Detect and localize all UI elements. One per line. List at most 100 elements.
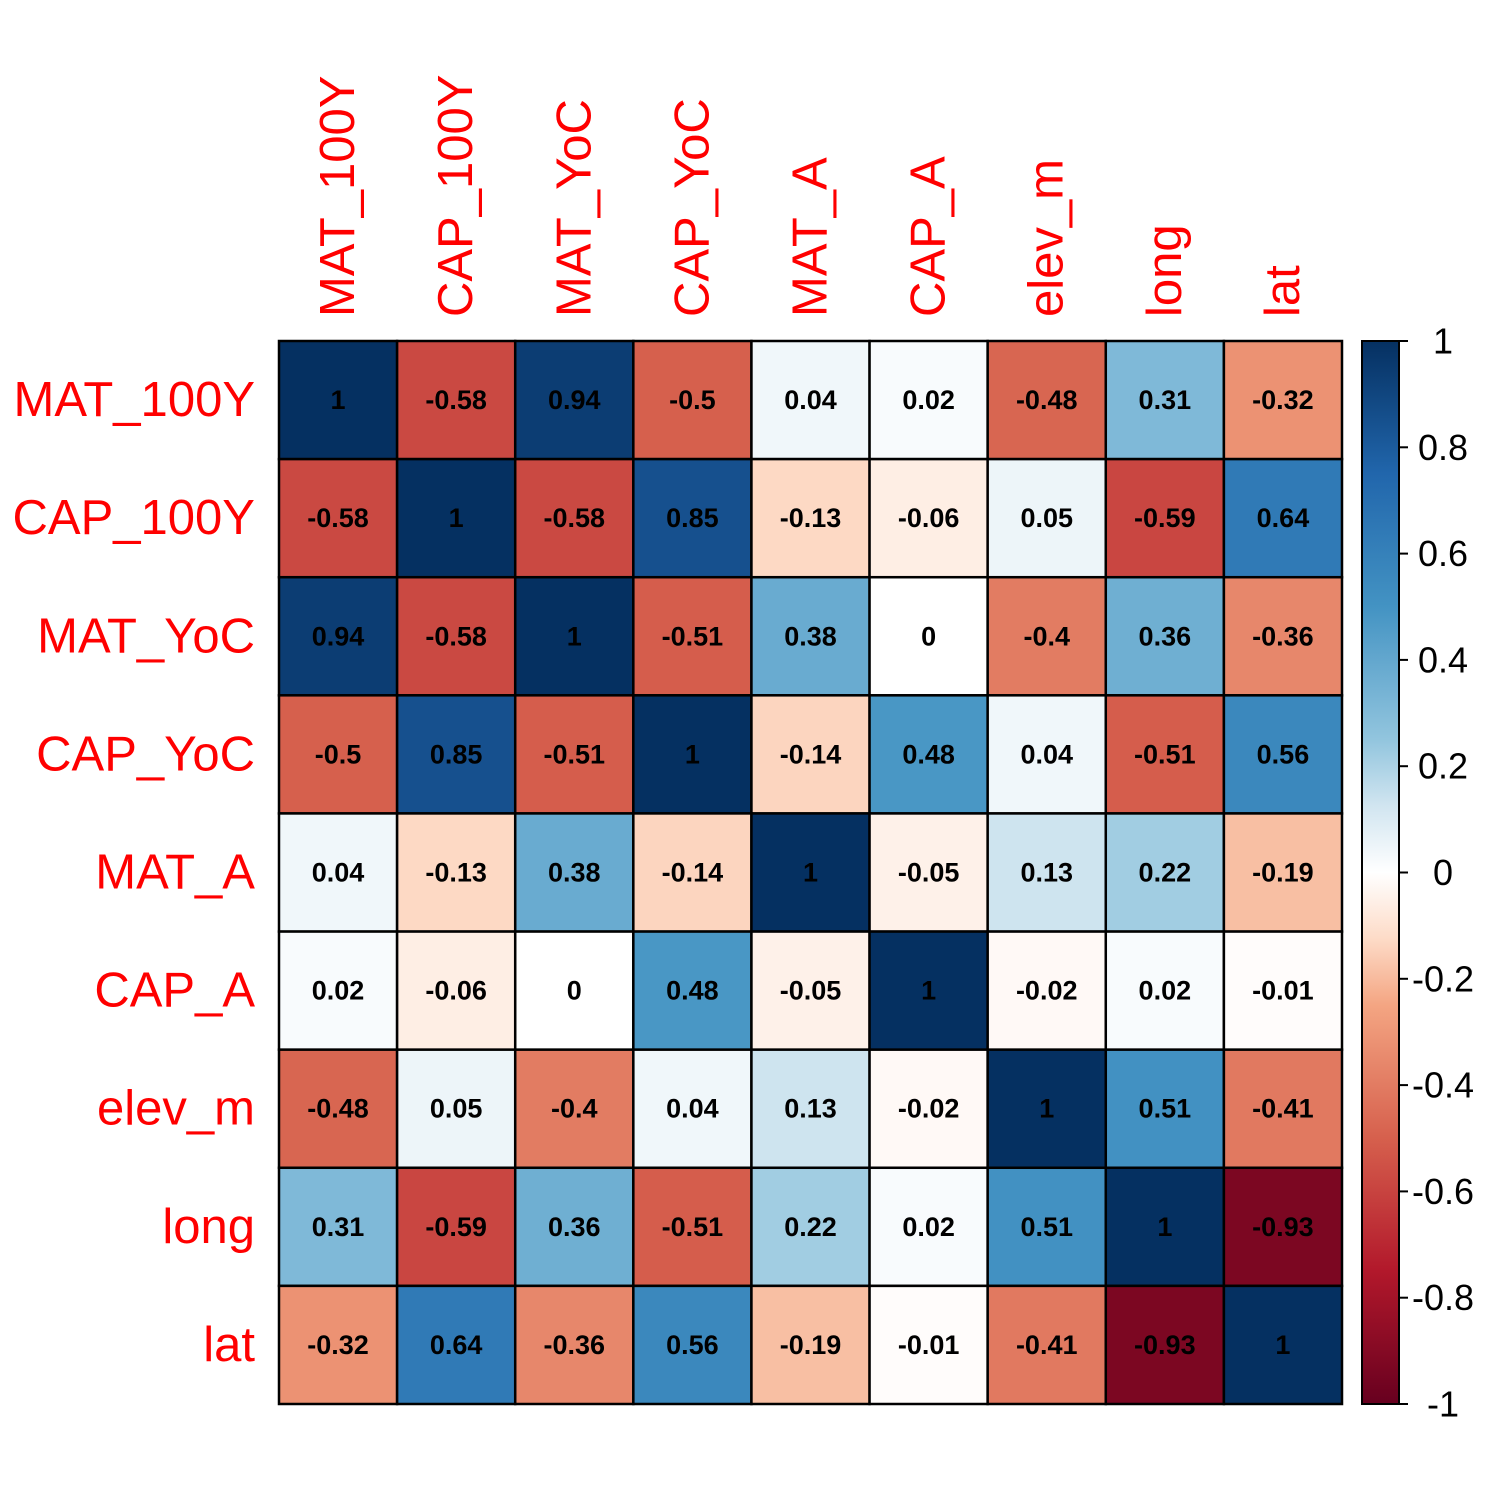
heatmap-cell-lat-CAP_YoC [632, 1284, 753, 1406]
cell-value-label: -0.5 [669, 385, 716, 415]
column-label-long: long [1138, 224, 1192, 317]
heatmap-cell-lat-CAP_A [868, 1284, 989, 1406]
cell-value-label: 0.36 [1139, 621, 1192, 651]
heatmap-cell-CAP_100Y-MAT_YoC [513, 457, 635, 579]
heatmap-cells: 1 -0.58 0.94 -0.5 0.04 0.02 -0.48 0.31 -0.32 -0.5… [277, 339, 1344, 1406]
legend-tick-label: -0.6 [1412, 1171, 1474, 1212]
heatmap-cell-MAT_A-MAT_100Y [277, 812, 399, 933]
legend-tick-label: 0.4 [1418, 639, 1468, 680]
cell-value-label: 0.38 [784, 621, 837, 651]
cell-value-label: 0.64 [430, 1330, 483, 1360]
cell-value-label: 1 [685, 739, 700, 769]
cell-value-label: -0.4 [551, 1094, 598, 1124]
cell-value-label: 0.64 [1257, 503, 1310, 533]
cell-value-label: 0.85 [666, 503, 719, 533]
cell-value-label: 0 [567, 976, 582, 1006]
column-label-elev_m: elev_m [1020, 159, 1074, 317]
cell-value-label: 0.02 [312, 976, 365, 1006]
cell-value-label: 1 [803, 858, 818, 888]
cell-value-label: -0.59 [1134, 503, 1196, 533]
cell-value-label: -0.51 [662, 621, 724, 651]
cell-value-label: -0.93 [1252, 1212, 1314, 1242]
column-label-MAT_YoC: MAT_YoC [547, 99, 601, 317]
heatmap-cell-CAP_A-long [1104, 930, 1226, 1051]
cell-value-label: 0.05 [430, 1094, 483, 1124]
cell-value-label: 0.36 [548, 1212, 601, 1242]
heatmap-cell-CAP_A-MAT_YoC [513, 930, 635, 1051]
heatmap-cell-elev_m-MAT_100Y [277, 1048, 399, 1170]
legend-tick-label: 0.6 [1418, 533, 1468, 574]
heatmap-cell-CAP_A-CAP_A [868, 930, 989, 1051]
cell-value-label: 1 [449, 503, 464, 533]
row-label-MAT_YoC: MAT_YoC [37, 609, 255, 663]
cell-value-label: 0.04 [666, 1094, 719, 1124]
heatmap-cell-MAT_100Y-MAT_YoC [513, 339, 635, 461]
heatmap-cell-MAT_A-lat [1222, 812, 1344, 933]
cell-value-label: 0.38 [548, 858, 601, 888]
cell-value-label: 0.02 [1139, 976, 1192, 1006]
legend-tick-label: 0.2 [1418, 746, 1468, 787]
cell-value-label: 1 [1275, 1330, 1290, 1360]
cell-value-label: 0.48 [666, 976, 719, 1006]
cell-value-label: -0.58 [425, 621, 487, 651]
heatmap-cell-MAT_A-elev_m [986, 812, 1108, 933]
column-label-MAT_100Y: MAT_100Y [311, 76, 365, 317]
cell-value-label: -0.05 [898, 858, 960, 888]
heatmap-cell-CAP_100Y-long [1104, 457, 1226, 579]
heatmap-cell-lat-MAT_YoC [513, 1284, 635, 1406]
cell-value-label: -0.48 [1016, 385, 1078, 415]
cell-value-label: -0.36 [1252, 621, 1314, 651]
cell-value-label: 0.31 [312, 1212, 365, 1242]
heatmap-cell-CAP_100Y-lat [1222, 457, 1344, 579]
heatmap-cell-lat-MAT_100Y [277, 1284, 399, 1406]
heatmap-cell-CAP_A-MAT_A [750, 930, 871, 1051]
cell-value-label: -0.01 [1252, 976, 1314, 1006]
heatmap-cell-CAP_YoC-MAT_100Y [277, 694, 399, 815]
cell-value-label: 0 [921, 621, 936, 651]
heatmap-axis-labels: MAT_100Y MAT_100Y CAP_100Y CAP_100Y MAT_YoC M… [13, 75, 1310, 1372]
heatmap-cell-lat-lat [1222, 1284, 1344, 1406]
cell-value-label: -0.32 [1252, 385, 1314, 415]
cell-value-label: -0.19 [1252, 858, 1314, 888]
heatmap-cell-MAT_100Y-MAT_100Y [277, 339, 399, 461]
column-label-lat: lat [1256, 265, 1310, 317]
cell-value-label: -0.14 [780, 739, 842, 769]
heatmap-cell-MAT_YoC-MAT_100Y [277, 575, 399, 697]
cell-value-label: -0.93 [1134, 1330, 1196, 1360]
heatmap-cell-MAT_YoC-CAP_YoC [632, 575, 753, 697]
cell-value-label: 0.48 [902, 739, 955, 769]
legend-color-bar [1361, 340, 1400, 1405]
heatmap-cell-lat-elev_m [986, 1284, 1108, 1406]
heatmap-cell-MAT_A-CAP_YoC [632, 812, 753, 933]
row-label-CAP_YoC: CAP_YoC [36, 727, 255, 781]
heatmap-cell-MAT_YoC-MAT_YoC [513, 575, 635, 697]
heatmap-cell-MAT_YoC-MAT_A [750, 575, 871, 697]
heatmap-cell-long-MAT_A [750, 1166, 871, 1288]
row-label-CAP_A: CAP_A [94, 964, 255, 1018]
heatmap-cell-MAT_A-CAP_A [868, 812, 989, 933]
cell-value-label: -0.4 [1023, 621, 1070, 651]
row-label-lat: lat [203, 1318, 255, 1372]
color-legend: 1 0.8 0.6 0.4 0.2 0 -0.2 -0.4 -0.6 -0.8 -1 [1361, 321, 1474, 1425]
cell-value-label: -0.51 [1134, 739, 1196, 769]
heatmap-cell-elev_m-CAP_100Y [395, 1048, 517, 1170]
cell-value-label: -0.02 [1016, 976, 1078, 1006]
heatmap-cell-elev_m-elev_m [986, 1048, 1108, 1170]
heatmap-cell-MAT_100Y-long [1104, 339, 1226, 461]
heatmap-cell-CAP_A-CAP_100Y [395, 930, 517, 1051]
cell-value-label: -0.58 [425, 385, 487, 415]
cell-value-label: -0.13 [425, 858, 487, 888]
cell-value-label: -0.01 [898, 1330, 960, 1360]
column-label-CAP_A: CAP_A [902, 156, 956, 317]
cell-value-label: 1 [331, 385, 346, 415]
legend-tick-label: 0.8 [1418, 427, 1468, 468]
cell-value-label: 0.02 [902, 385, 955, 415]
cell-value-label: 0.22 [1139, 858, 1192, 888]
heatmap-cell-CAP_YoC-CAP_YoC [632, 694, 753, 815]
heatmap-cell-elev_m-MAT_A [750, 1048, 871, 1170]
cell-value-label: 0.94 [312, 621, 365, 651]
cell-value-label: -0.13 [780, 503, 842, 533]
cell-value-label: -0.58 [544, 503, 606, 533]
